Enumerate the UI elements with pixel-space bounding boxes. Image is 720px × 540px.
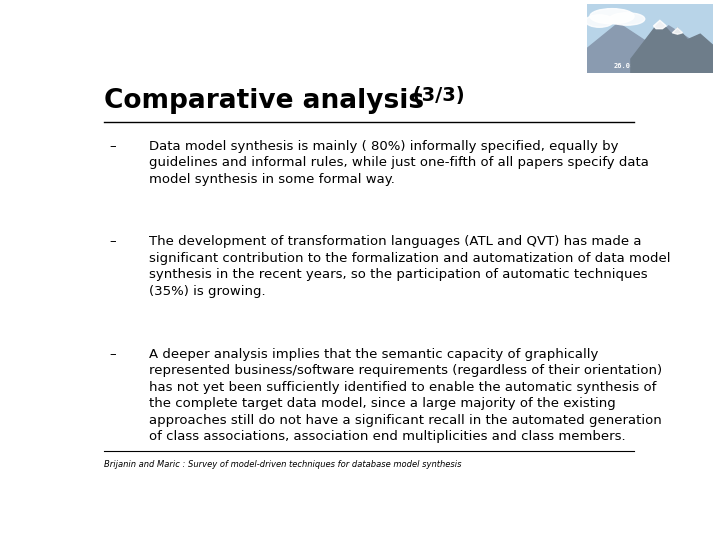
Polygon shape [587,23,713,73]
Text: The development of transformation languages (ATL and QVT) has made a
significant: The development of transformation langua… [148,235,670,298]
Ellipse shape [590,9,634,24]
Text: Brijanin and Maric : Survey of model-driven techniques for database model synthe: Brijanin and Maric : Survey of model-dri… [104,460,462,469]
Text: A deeper analysis implies that the semantic capacity of graphically
represented : A deeper analysis implies that the seman… [148,348,662,443]
Polygon shape [672,28,683,34]
Polygon shape [587,4,713,73]
Ellipse shape [585,15,613,28]
Ellipse shape [609,13,645,25]
Polygon shape [631,21,713,73]
Text: –: – [109,348,116,361]
Text: 26.08-31.08.2013.: 26.08-31.08.2013. [613,63,686,69]
Text: –: – [109,140,116,153]
Polygon shape [654,21,666,29]
Text: Comparative analysis: Comparative analysis [104,87,424,113]
Text: –: – [109,235,116,248]
Text: Data model synthesis is mainly ( 80%) informally specified, equally by
guideline: Data model synthesis is mainly ( 80%) in… [148,140,649,186]
Text: (3/3): (3/3) [406,86,465,105]
